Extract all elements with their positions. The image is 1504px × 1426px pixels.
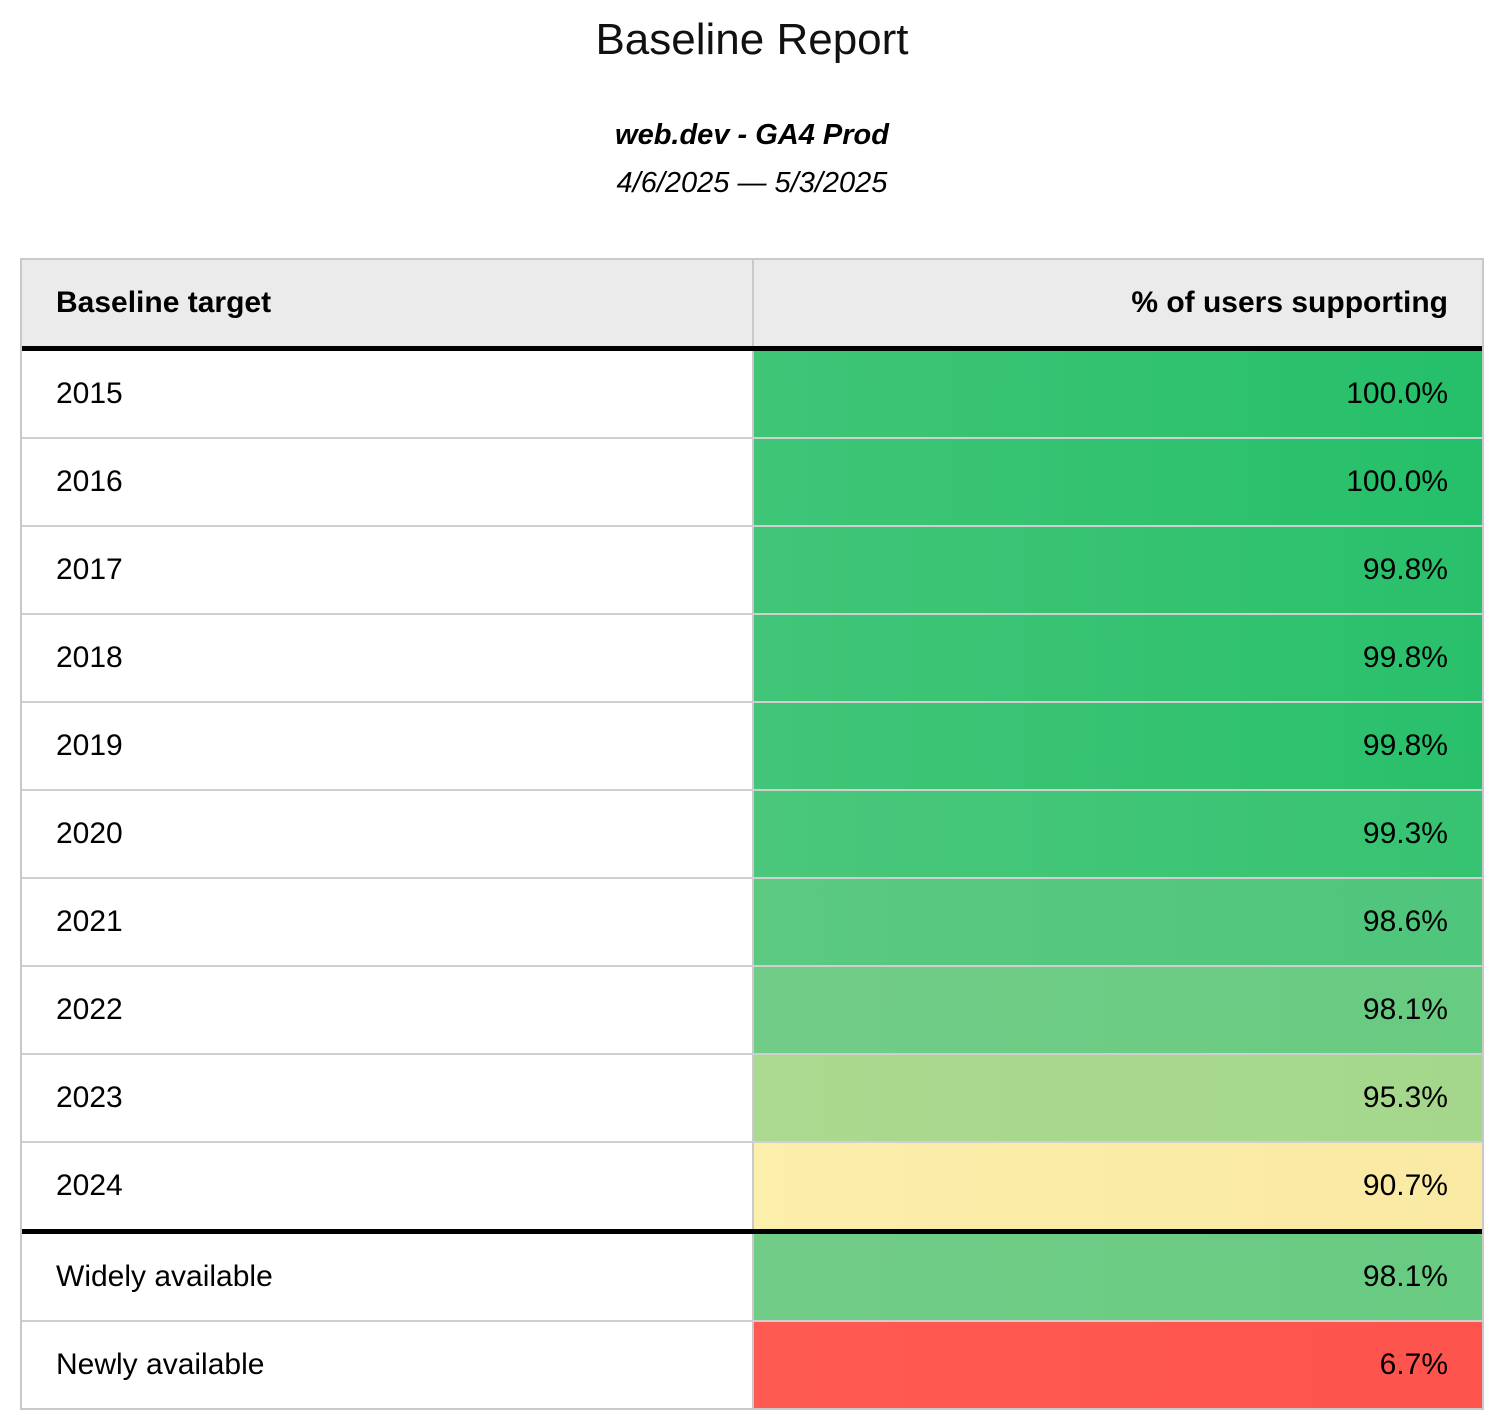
baseline-table: Baseline target % of users supporting 20… — [20, 258, 1484, 1410]
percent-supporting-cell: 99.8% — [752, 527, 1482, 613]
percent-supporting-cell: 98.6% — [752, 879, 1482, 965]
table-row: 2016 100.0% — [22, 437, 1482, 525]
baseline-target-cell: 2020 — [22, 791, 752, 877]
column-header-baseline-target: Baseline target — [56, 286, 272, 319]
page-title: Baseline Report — [595, 15, 909, 64]
table-row: 2015 100.0% — [22, 351, 1482, 437]
table-row: 2023 95.3% — [22, 1053, 1482, 1141]
report-date-range: 4/6/2025 — 5/3/2025 — [616, 167, 888, 199]
percent-supporting-cell: 98.1% — [752, 1234, 1482, 1320]
baseline-target-cell: 2015 — [22, 351, 752, 437]
table-row: 2018 99.8% — [22, 613, 1482, 701]
baseline-target-cell: 2018 — [22, 615, 752, 701]
table-row: 2024 90.7% — [22, 1141, 1482, 1229]
table-row: 2019 99.8% — [22, 701, 1482, 789]
baseline-target-cell: 2023 — [22, 1055, 752, 1141]
percent-supporting-cell: 99.8% — [752, 703, 1482, 789]
table-row: 2017 99.8% — [22, 525, 1482, 613]
baseline-target-cell: 2017 — [22, 527, 752, 613]
table-row: Newly available 6.7% — [22, 1320, 1482, 1408]
percent-supporting-cell: 95.3% — [752, 1055, 1482, 1141]
table-row: 2022 98.1% — [22, 965, 1482, 1053]
percent-supporting-cell: 100.0% — [752, 439, 1482, 525]
table-body: 2015 100.0% 2016 100.0% 2017 99.8% 2018 … — [22, 351, 1482, 1408]
baseline-target-cell: 2016 — [22, 439, 752, 525]
report-source-label: web.dev - GA4 Prod — [615, 119, 889, 151]
table-row: 2020 99.3% — [22, 789, 1482, 877]
percent-supporting-cell: 98.1% — [752, 967, 1482, 1053]
baseline-target-cell: Widely available — [22, 1234, 752, 1320]
table-row: Widely available 98.1% — [22, 1229, 1482, 1320]
percent-supporting-cell: 99.8% — [752, 615, 1482, 701]
baseline-target-cell: 2021 — [22, 879, 752, 965]
percent-supporting-cell: 100.0% — [752, 351, 1482, 437]
table-header-row: Baseline target % of users supporting — [22, 260, 1482, 351]
baseline-target-cell: Newly available — [22, 1322, 752, 1408]
baseline-target-cell: 2024 — [22, 1143, 752, 1229]
baseline-target-cell: 2019 — [22, 703, 752, 789]
percent-supporting-cell: 99.3% — [752, 791, 1482, 877]
table-row: 2021 98.6% — [22, 877, 1482, 965]
column-header-percent-users: % of users supporting — [752, 260, 1482, 346]
baseline-target-cell: 2022 — [22, 967, 752, 1053]
percent-supporting-cell: 6.7% — [752, 1322, 1482, 1408]
percent-supporting-cell: 90.7% — [752, 1143, 1482, 1229]
